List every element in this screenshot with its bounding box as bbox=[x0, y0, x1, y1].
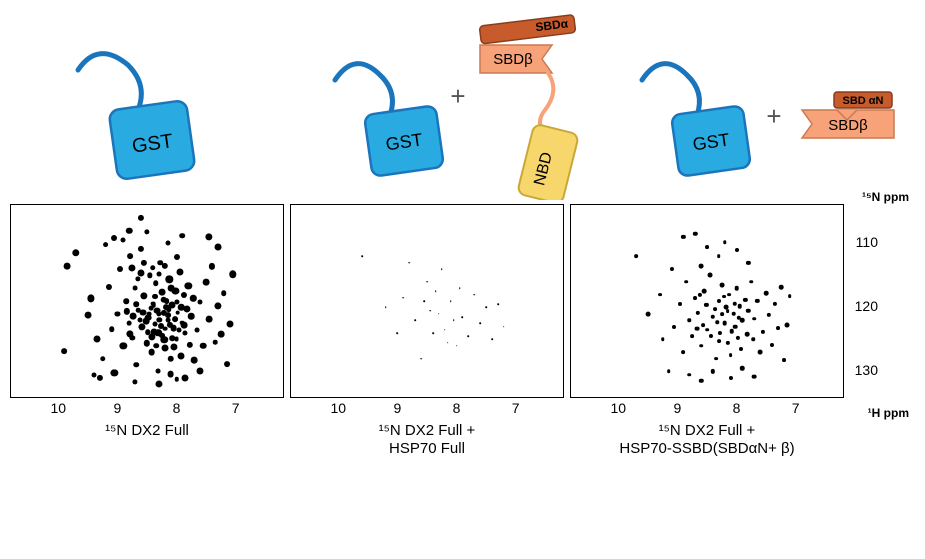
xtick-label: 7 bbox=[792, 400, 800, 416]
xtick-label: 10 bbox=[51, 400, 67, 416]
panel-caption-a: ¹⁵N DX2 Full bbox=[105, 422, 189, 440]
cartoon-row: GST GST + SBDα SBDβ bbox=[10, 10, 915, 200]
xtick-label: 9 bbox=[394, 400, 402, 416]
xtick-label: 10 bbox=[611, 400, 627, 416]
nmr-plots-row: 10 9 8 7 ¹⁵N DX2 Full 10 9 8 7 ¹⁵N DX2 Full +HSP7… bbox=[10, 204, 915, 458]
plot-column-a: 10 9 8 7 ¹⁵N DX2 Full bbox=[10, 204, 284, 440]
xtick-label: 8 bbox=[173, 400, 181, 416]
gst-ssbd-cartoon: GST + SBD αN SBDβ bbox=[622, 10, 907, 200]
gst-cartoon-a: GST bbox=[18, 10, 303, 200]
x-tick-row: 10 9 8 7 bbox=[11, 400, 283, 418]
xtick-label: 10 bbox=[331, 400, 347, 416]
xtick-label: 7 bbox=[232, 400, 240, 416]
plus-icon-b: + bbox=[450, 81, 465, 111]
panel-caption-b: ¹⁵N DX2 Full +HSP70 Full bbox=[379, 422, 476, 458]
sbd-beta-label-c: SBDβ bbox=[828, 117, 868, 134]
xtick-label: 8 bbox=[453, 400, 461, 416]
hsqc-plot-c bbox=[570, 204, 844, 398]
ytick-label: 110 bbox=[856, 234, 878, 250]
xtick-label: 9 bbox=[114, 400, 122, 416]
plot-column-c: 11012013010987¹⁵N DX2 Full +HSP70-SSBD(S… bbox=[570, 204, 844, 458]
ytick-label: 130 bbox=[855, 362, 878, 378]
sbd-beta-label-b: SBDβ bbox=[493, 51, 533, 68]
gst-hsp70-cartoon: GST + SBDα SBDβ NBD bbox=[320, 10, 605, 200]
panel-caption-c: ¹⁵N DX2 Full +HSP70-SSBD(SBDαN+ β) bbox=[619, 422, 794, 458]
hsqc-plot-b bbox=[290, 204, 564, 398]
x-tick-row: 10 9 8 7 bbox=[571, 400, 843, 418]
xtick-label: 8 bbox=[733, 400, 741, 416]
figure-root: GST GST + SBDα SBDβ bbox=[10, 10, 915, 458]
cartoon-panel-a: GST bbox=[18, 10, 303, 200]
sbd-alpha-n-label: SBD αN bbox=[842, 95, 883, 107]
plot-column-b: 10 9 8 7 ¹⁵N DX2 Full +HSP70 Full bbox=[290, 204, 564, 458]
y-axis-unit-label: ¹⁵N ppm bbox=[862, 190, 909, 204]
xtick-label: 9 bbox=[674, 400, 682, 416]
x-axis-unit-label: ¹H ppm bbox=[868, 406, 909, 420]
x-tick-row: 10 9 8 7 bbox=[291, 400, 563, 418]
ytick-label: 120 bbox=[855, 298, 878, 314]
cartoon-panel-c: GST + SBD αN SBDβ bbox=[622, 10, 907, 200]
xtick-label: 7 bbox=[512, 400, 520, 416]
cartoon-panel-b: GST + SBDα SBDβ NBD bbox=[320, 10, 605, 200]
hsqc-plot-a bbox=[10, 204, 284, 398]
plus-icon-c: + bbox=[766, 101, 781, 131]
